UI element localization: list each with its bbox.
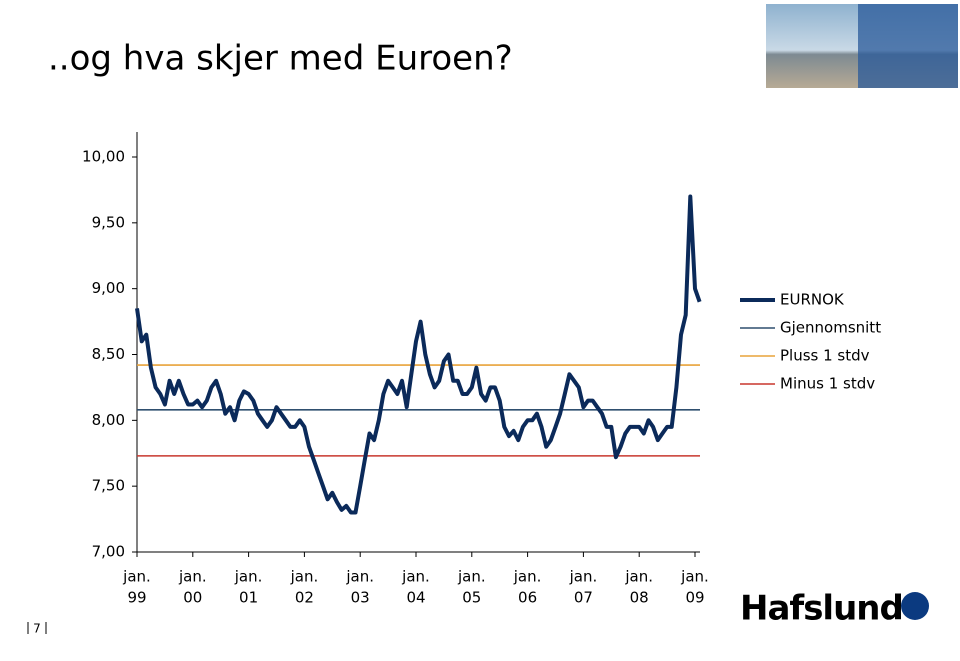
legend-label: EURNOK — [780, 291, 845, 309]
x-tick-label: jan. — [122, 568, 151, 586]
x-tick-label: 03 — [351, 589, 370, 607]
photo-overlay — [858, 4, 958, 88]
y-tick-label: 9,50 — [92, 213, 125, 231]
x-tick-label: jan. — [290, 568, 319, 586]
x-tick-label: 02 — [295, 589, 314, 607]
slide-title: ..og hva skjer med Euroen? — [48, 39, 513, 79]
x-tick-label: jan. — [513, 568, 542, 586]
x-tick-label: 06 — [518, 589, 537, 607]
x-tick-label: 99 — [127, 589, 146, 607]
legend-label: Minus 1 stdv — [780, 375, 875, 393]
logo-mark — [901, 592, 929, 620]
y-tick-label: 7,50 — [92, 477, 125, 495]
x-tick-label: 08 — [630, 589, 649, 607]
x-tick-label: 09 — [685, 589, 704, 607]
legend-label: Pluss 1 stdv — [780, 347, 870, 365]
x-tick-label: 05 — [462, 589, 481, 607]
legend-label: Gjennomsnitt — [780, 319, 881, 337]
series-line — [135, 194, 702, 515]
x-tick-label: jan. — [680, 568, 709, 586]
x-tick-label: jan. — [401, 568, 430, 586]
x-tick-label: jan. — [345, 568, 374, 586]
y-tick-label: 9,00 — [92, 279, 125, 297]
y-tick-label: 10,00 — [82, 148, 125, 166]
x-tick-label: jan. — [234, 568, 263, 586]
x-tick-label: jan. — [624, 568, 653, 586]
x-tick-label: jan. — [178, 568, 207, 586]
x-tick-label: 00 — [183, 589, 202, 607]
logo-text: Hafslund — [740, 589, 903, 629]
x-tick-label: jan. — [457, 568, 486, 586]
page-number: 7 — [33, 622, 41, 636]
chart: 7,00 7,50 8,00 8,50 9,00 9,50 10,00 jan. 99 jan. 0… — [82, 132, 881, 607]
x-tick-label: 01 — [239, 589, 258, 607]
x-tick-label: 04 — [406, 589, 425, 607]
y-tick-label: 7,00 — [92, 543, 125, 561]
y-tick-label: 8,50 — [92, 345, 125, 363]
y-tick-label: 8,00 — [92, 411, 125, 429]
x-tick-label: 07 — [574, 589, 593, 607]
x-tick-label: jan. — [569, 568, 598, 586]
